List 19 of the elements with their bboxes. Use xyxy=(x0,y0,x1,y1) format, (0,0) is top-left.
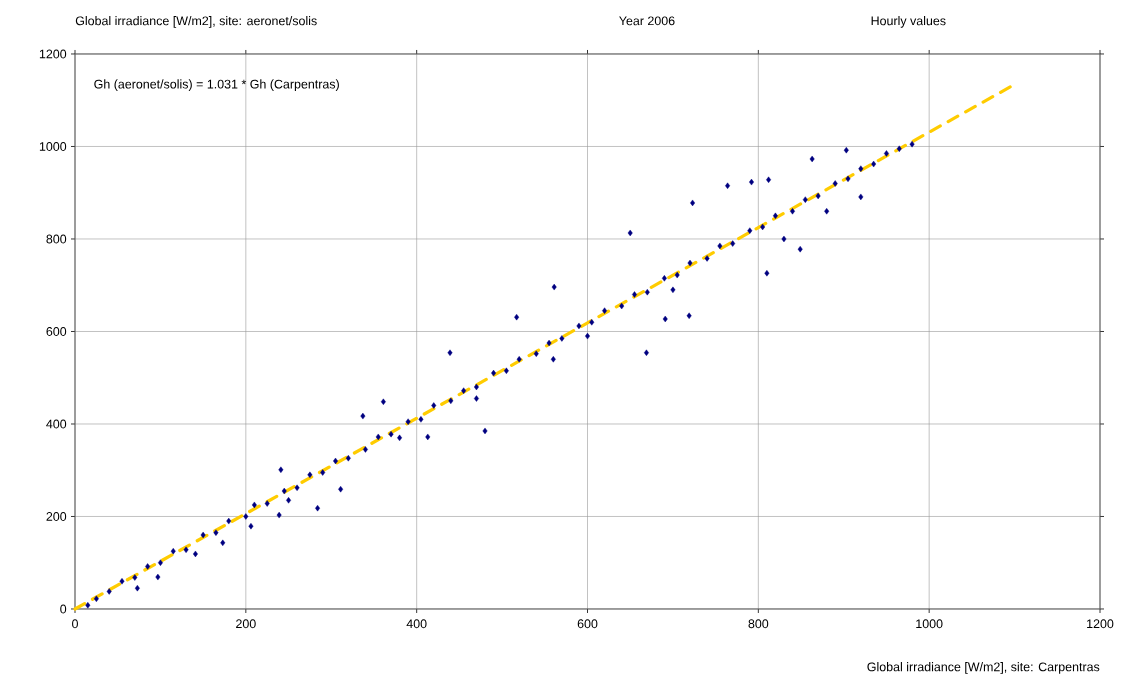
x-tick-label: 600 xyxy=(577,619,598,629)
x-tick-label: 200 xyxy=(236,619,256,629)
x-tick-label: 1200 xyxy=(1087,619,1114,629)
y-tick-label: 0 xyxy=(60,604,67,614)
y-tick-label: 1000 xyxy=(39,142,67,151)
y-tick-label: 600 xyxy=(46,327,67,336)
y-tick-label: 400 xyxy=(46,419,67,429)
x-axis-title: Global irradiance [W/m2], site: Carpentras xyxy=(867,662,1100,674)
x-tick-label: 800 xyxy=(748,619,769,629)
x-tick-label: 400 xyxy=(406,619,427,629)
y-tick-label: 800 xyxy=(46,234,67,244)
x-tick-label: 0 xyxy=(72,619,78,629)
chart-title: Global irradiance [W/m2], site: aeronet/solis xyxy=(75,16,317,28)
annotation: Gh (aeronet/solis) = 1.031 * Gh (Carpentras) xyxy=(94,79,339,91)
y-tick-label: 1200 xyxy=(39,49,67,59)
chart-subtitle: Year 2006 xyxy=(619,16,675,26)
x-tick-label: 1000 xyxy=(916,619,943,629)
text: Hourly values xyxy=(871,16,946,28)
y-tick-label: 200 xyxy=(46,512,67,521)
